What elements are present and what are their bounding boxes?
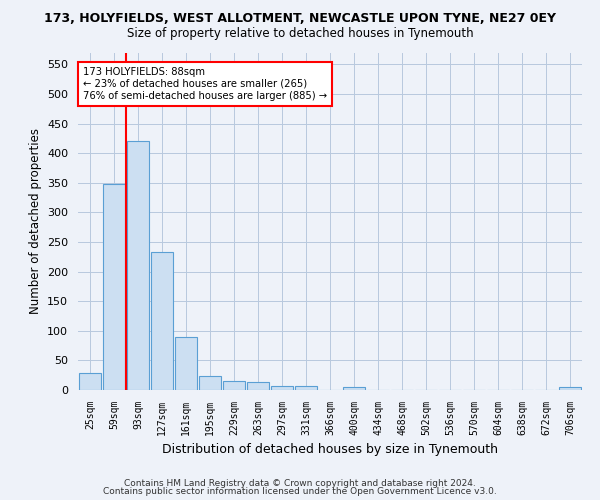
Text: 173, HOLYFIELDS, WEST ALLOTMENT, NEWCASTLE UPON TYNE, NE27 0EY: 173, HOLYFIELDS, WEST ALLOTMENT, NEWCAST… xyxy=(44,12,556,26)
Bar xyxy=(103,184,125,390)
Bar xyxy=(295,386,317,390)
Text: Contains HM Land Registry data © Crown copyright and database right 2024.: Contains HM Land Registry data © Crown c… xyxy=(124,478,476,488)
Bar xyxy=(127,142,149,390)
Text: Contains public sector information licensed under the Open Government Licence v3: Contains public sector information licen… xyxy=(103,487,497,496)
Bar xyxy=(559,387,581,390)
Bar xyxy=(223,381,245,390)
Bar xyxy=(247,382,269,390)
Y-axis label: Number of detached properties: Number of detached properties xyxy=(29,128,41,314)
Bar xyxy=(343,387,365,390)
Bar xyxy=(199,376,221,390)
Bar xyxy=(151,252,173,390)
X-axis label: Distribution of detached houses by size in Tynemouth: Distribution of detached houses by size … xyxy=(162,444,498,456)
Bar xyxy=(79,374,101,390)
Text: Size of property relative to detached houses in Tynemouth: Size of property relative to detached ho… xyxy=(127,28,473,40)
Bar xyxy=(271,386,293,390)
Text: 173 HOLYFIELDS: 88sqm
← 23% of detached houses are smaller (265)
76% of semi-det: 173 HOLYFIELDS: 88sqm ← 23% of detached … xyxy=(83,68,327,100)
Bar xyxy=(175,336,197,390)
